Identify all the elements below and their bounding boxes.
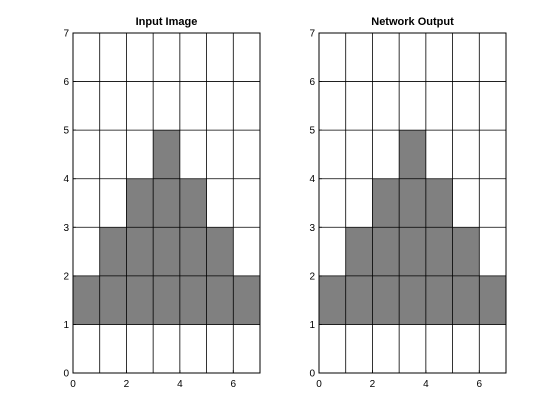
x-tick-label: 2 [124, 379, 130, 390]
filled-cell [179, 178, 207, 228]
x-tick-label: 6 [477, 379, 483, 390]
filled-cell [179, 227, 207, 276]
filled-cell [319, 275, 346, 325]
y-tick-label: 0 [63, 369, 69, 380]
filled-cell [153, 227, 180, 276]
filled-cell [479, 275, 506, 325]
filled-cell [399, 275, 426, 325]
x-tick-label: 4 [177, 379, 183, 390]
chart-title: Network Output [371, 16, 454, 28]
y-tick-label: 3 [309, 223, 315, 234]
y-tick-label: 2 [309, 271, 315, 282]
filled-cell [126, 275, 154, 325]
axes-frame [72, 32, 261, 374]
y-tick-label: 1 [309, 320, 315, 331]
y-tick-label: 5 [309, 126, 315, 137]
filled-cell [99, 275, 127, 325]
filled-cell [399, 130, 426, 179]
x-tick-label: 6 [231, 379, 237, 390]
filled-cell [99, 227, 127, 276]
filled-cell [206, 227, 234, 276]
input-image-panel: Input Image 0 2 4 6 0 1 2 3 4 5 6 7 [63, 16, 261, 390]
filled-cell [425, 275, 453, 325]
y-tick-label: 4 [63, 174, 69, 185]
y-tick-label: 1 [63, 320, 69, 331]
filled-cell [126, 178, 154, 228]
y-tick-label: 6 [63, 77, 69, 88]
filled-cell [153, 178, 180, 228]
x-tick-label: 2 [370, 379, 376, 390]
filled-cell [126, 227, 154, 276]
y-tick-label: 0 [309, 369, 315, 380]
axes-frame [318, 32, 507, 374]
filled-cell [452, 227, 480, 276]
filled-cell [399, 227, 426, 276]
filled-cell [345, 227, 373, 276]
filled-cell [452, 275, 480, 325]
filled-cell [233, 275, 260, 325]
y-tick-label: 6 [309, 77, 315, 88]
y-tick-label: 3 [63, 223, 69, 234]
filled-cell [153, 130, 180, 179]
filled-cell [425, 227, 453, 276]
filled-cell [179, 275, 207, 325]
filled-cell [345, 275, 373, 325]
filled-cell [372, 178, 400, 228]
y-tick-label: 7 [309, 29, 315, 40]
filled-cell [425, 178, 453, 228]
chart-title: Input Image [136, 16, 198, 28]
filled-cell [372, 275, 400, 325]
x-tick-label: 0 [70, 379, 76, 390]
filled-cell [73, 275, 100, 325]
y-tick-label: 5 [63, 126, 69, 137]
y-tick-label: 2 [63, 271, 69, 282]
y-tick-label: 4 [309, 174, 315, 185]
x-tick-label: 4 [423, 379, 429, 390]
filled-cell [399, 178, 426, 228]
filled-cell [206, 275, 234, 325]
network-output-panel: Network Output 0 2 4 6 0 1 2 3 4 5 6 7 [309, 16, 507, 390]
x-tick-label: 0 [316, 379, 322, 390]
filled-cell [372, 227, 400, 276]
y-tick-label: 7 [63, 29, 69, 40]
filled-cell [153, 275, 180, 325]
